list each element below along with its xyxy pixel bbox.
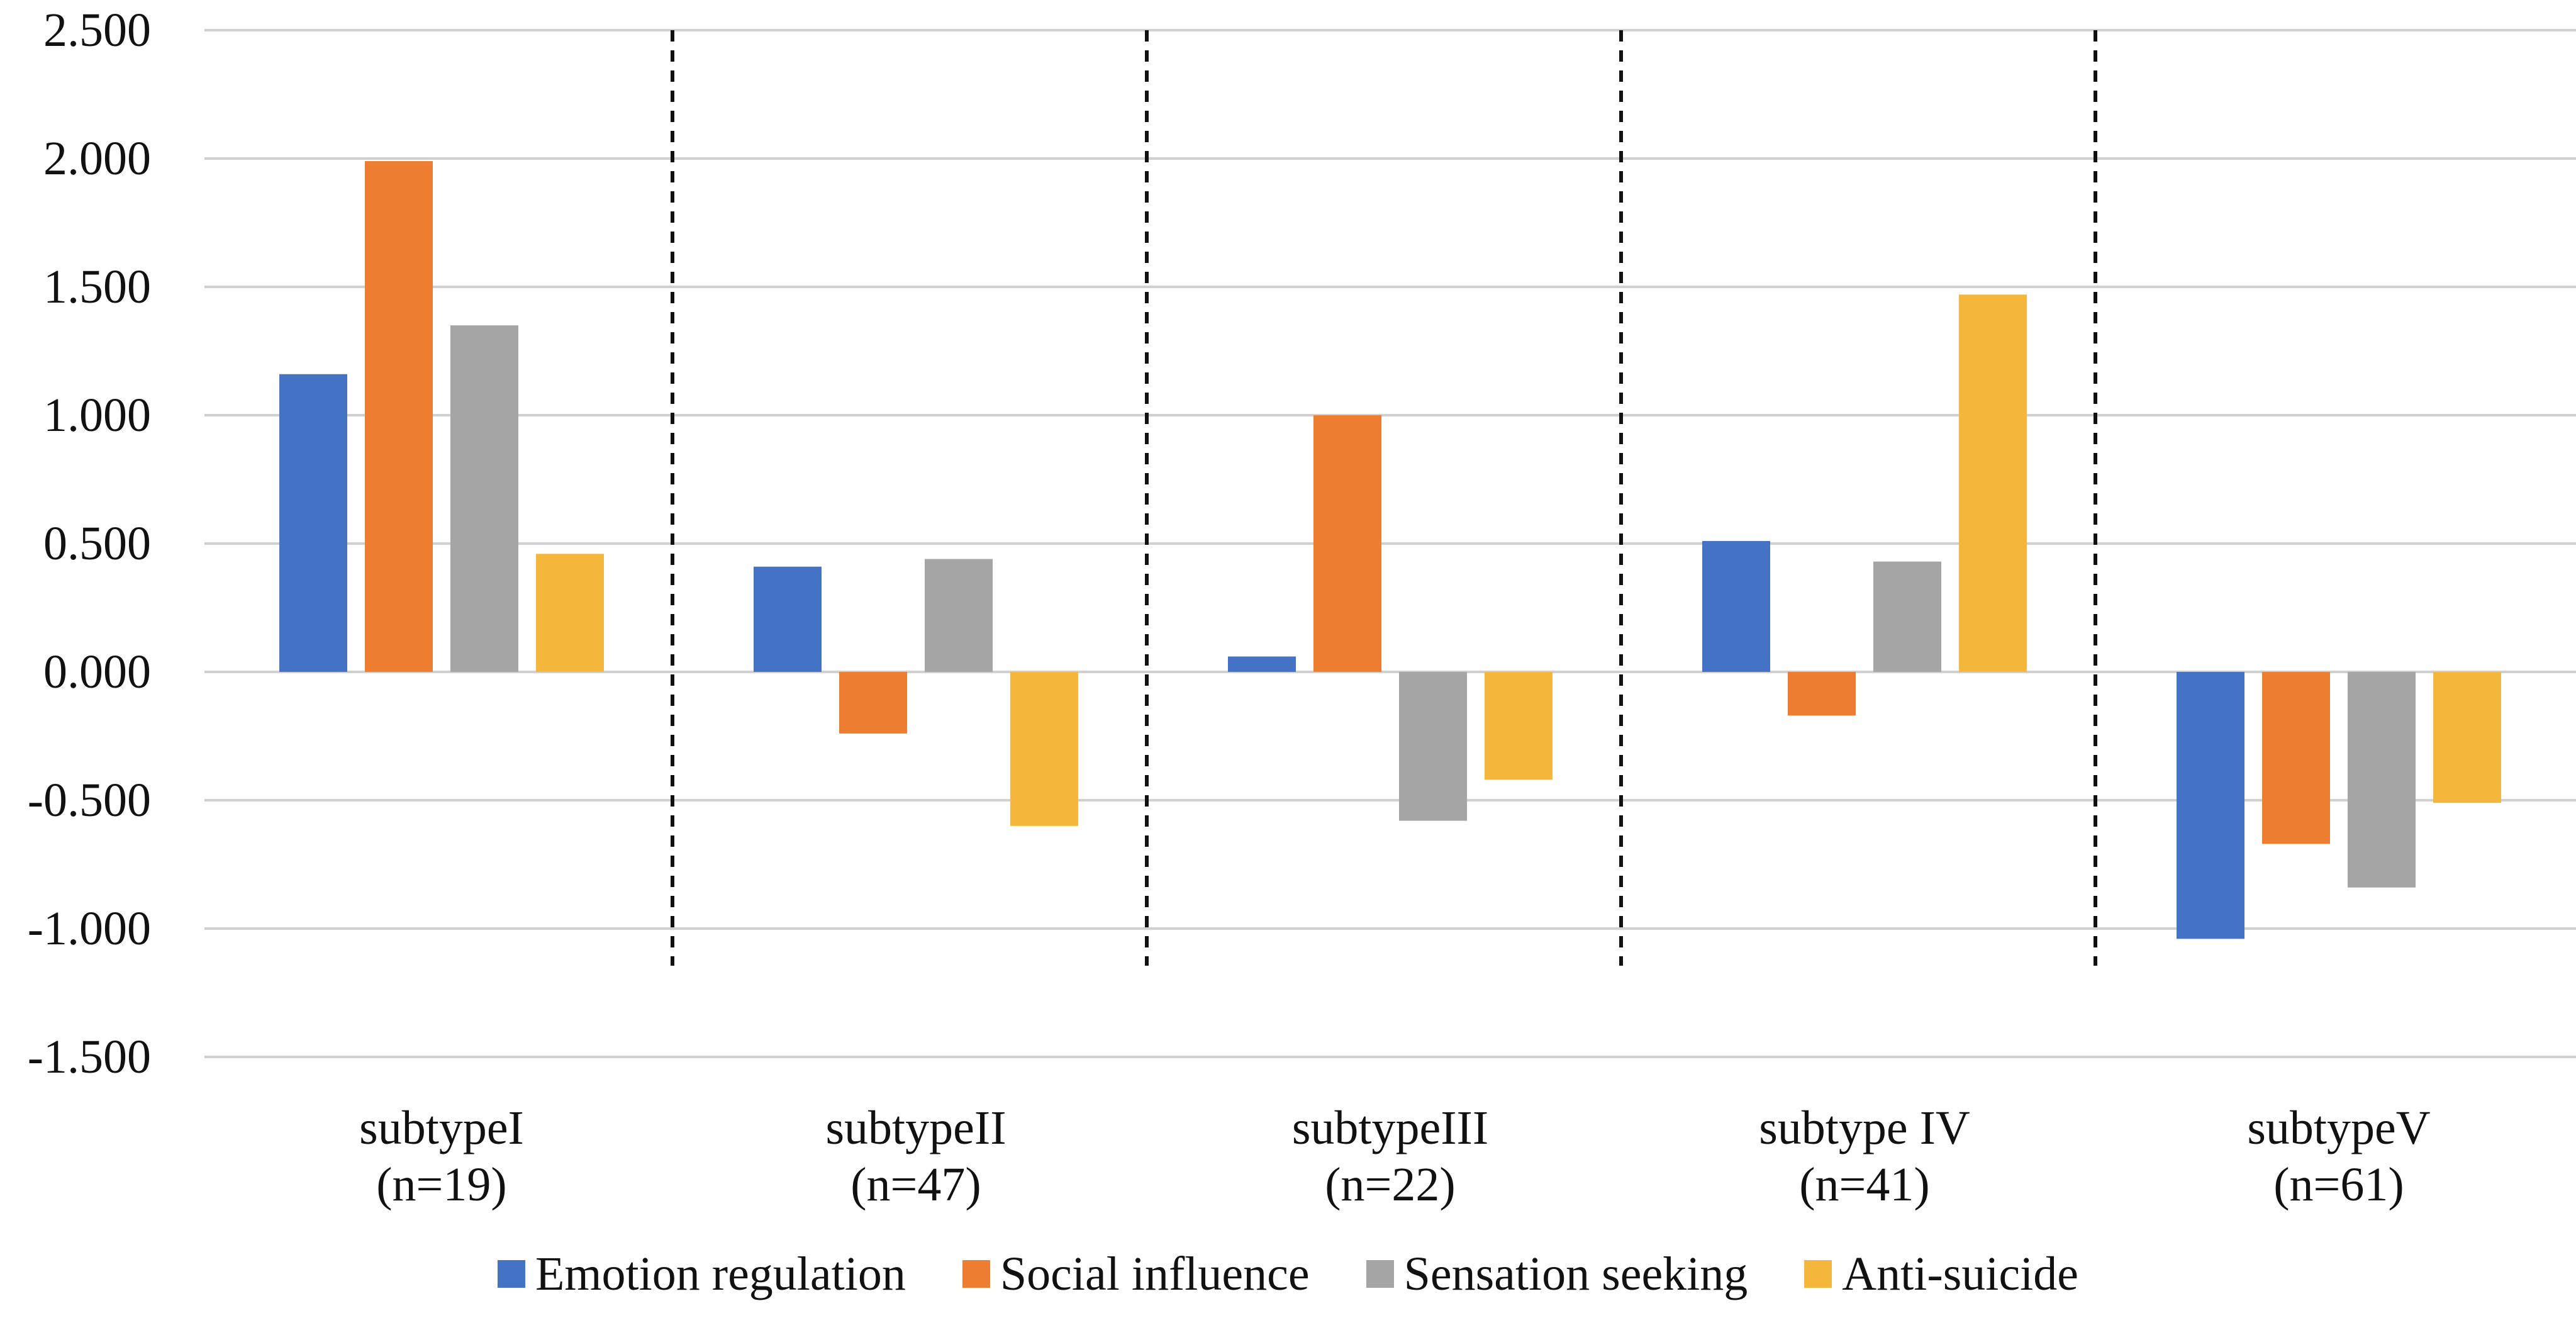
x-tick-label: subtypeIII — [1292, 1102, 1488, 1154]
legend-label: Sensation seeking — [1403, 1247, 1748, 1300]
bars — [279, 161, 2501, 939]
bar-social-influence-5 — [2262, 672, 2330, 844]
bar-anti-suicide-1 — [536, 554, 604, 672]
x-tick-label: subtypeV — [2247, 1102, 2430, 1154]
bar-emotion-regulation-5 — [2177, 672, 2244, 939]
bar-sensation-seeking-4 — [1873, 561, 1941, 672]
y-tick-label: -1.000 — [28, 902, 151, 955]
y-tick-label: 0.500 — [43, 517, 151, 570]
legend-label: Emotion regulation — [535, 1247, 906, 1300]
legend-swatch — [1804, 1260, 1832, 1288]
legend-item: Sensation seeking — [1366, 1247, 1748, 1302]
group-separators — [671, 30, 2097, 966]
x-tick-sample-size: (n=61) — [2273, 1158, 2404, 1211]
y-tick-label: -0.500 — [28, 774, 151, 827]
bar-social-influence-3 — [1313, 415, 1381, 672]
legend-swatch — [962, 1260, 990, 1288]
legend-item: Emotion regulation — [498, 1247, 906, 1302]
bar-social-influence-1 — [365, 161, 433, 673]
bar-emotion-regulation-4 — [1702, 540, 1770, 672]
x-tick-label: subtypeI — [359, 1102, 524, 1154]
bar-anti-suicide-4 — [1959, 294, 2027, 672]
x-tick-label: subtypeII — [825, 1102, 1006, 1154]
legend-item: Anti-suicide — [1804, 1247, 2078, 1302]
legend-label: Anti-suicide — [1842, 1247, 2078, 1300]
x-tick-sample-size: (n=19) — [376, 1158, 506, 1211]
x-tick-label: subtype IV — [1759, 1102, 1970, 1154]
bar-sensation-seeking-5 — [2348, 672, 2416, 888]
bar-social-influence-4 — [1788, 672, 1856, 716]
bar-social-influence-2 — [839, 672, 907, 734]
bar-sensation-seeking-3 — [1399, 672, 1467, 821]
bar-sensation-seeking-2 — [925, 559, 993, 672]
y-axis-ticks: 2.500 2.000 1.500 1.000 0.500 0.000 -0.500 -1.0… — [28, 4, 151, 1083]
y-tick-label: 0.000 — [43, 645, 151, 698]
y-tick-label: 1.000 — [43, 389, 151, 442]
y-tick-label: 2.000 — [43, 132, 151, 185]
x-tick-sample-size: (n=47) — [850, 1158, 981, 1211]
x-axis-labels: subtypeI(n=19)subtypeII(n=47)subtypeIII(… — [359, 1102, 2431, 1211]
bar-anti-suicide-5 — [2433, 672, 2501, 803]
legend-label: Social influence — [1000, 1247, 1310, 1300]
legend-swatch — [498, 1260, 525, 1288]
bar-anti-suicide-3 — [1485, 672, 1553, 780]
legend-item: Social influence — [962, 1247, 1310, 1302]
bar-emotion-regulation-3 — [1228, 656, 1296, 672]
y-tick-label: 2.500 — [43, 4, 151, 57]
x-tick-sample-size: (n=22) — [1325, 1158, 1455, 1211]
bar-emotion-regulation-2 — [754, 566, 822, 672]
x-tick-sample-size: (n=41) — [1799, 1158, 1929, 1211]
bar-emotion-regulation-1 — [279, 374, 347, 672]
y-tick-label: -1.500 — [28, 1030, 151, 1083]
bar-sensation-seeking-1 — [450, 325, 518, 672]
legend-swatch — [1366, 1260, 1394, 1288]
y-tick-label: 1.500 — [43, 260, 151, 313]
bar-anti-suicide-2 — [1010, 672, 1078, 826]
legend: Emotion regulation Social influence Sensat… — [0, 1243, 2576, 1305]
